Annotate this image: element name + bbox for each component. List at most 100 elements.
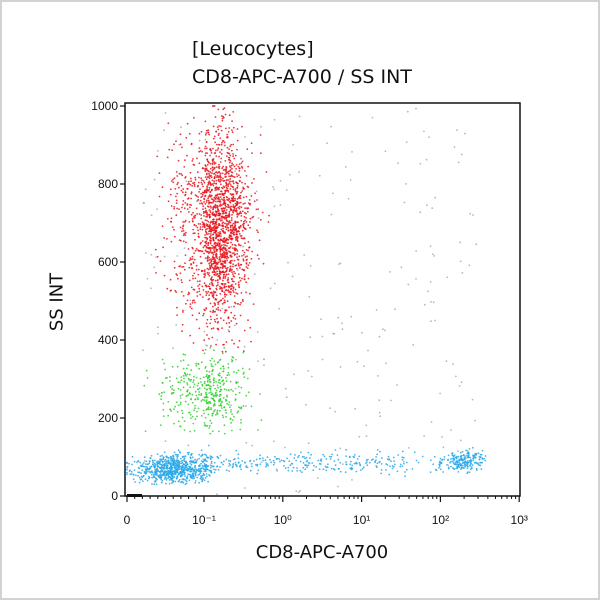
data-point <box>161 382 164 384</box>
data-point <box>183 457 186 459</box>
data-point <box>210 258 212 261</box>
data-point <box>154 248 157 251</box>
data-point <box>210 385 212 388</box>
data-point <box>232 210 234 213</box>
data-point <box>272 463 275 466</box>
data-point <box>216 409 219 412</box>
data-point <box>339 470 342 473</box>
data-point <box>179 226 182 229</box>
data-point <box>228 247 231 250</box>
y-tick-label: 800 <box>98 177 118 191</box>
data-point <box>181 416 184 419</box>
data-point <box>222 279 224 282</box>
data-point <box>249 202 252 205</box>
data-point <box>447 467 450 470</box>
data-point <box>189 183 192 186</box>
data-point <box>208 252 210 255</box>
data-point <box>234 387 237 390</box>
data-point <box>253 200 256 203</box>
data-point <box>234 189 237 192</box>
data-point <box>210 327 213 330</box>
data-point <box>216 339 219 341</box>
data-point <box>205 391 207 394</box>
data-point <box>201 183 204 186</box>
data-point <box>146 468 149 470</box>
data-point <box>189 257 192 260</box>
data-point <box>232 291 235 293</box>
data-point <box>182 240 185 243</box>
data-point <box>165 460 168 462</box>
data-point <box>204 152 207 155</box>
data-point <box>191 401 194 404</box>
data-point <box>241 181 243 184</box>
data-point <box>236 148 238 151</box>
data-point <box>296 467 298 469</box>
data-point <box>248 246 251 249</box>
data-point <box>228 251 231 253</box>
data-point <box>242 196 245 199</box>
data-point <box>146 377 149 379</box>
data-point <box>171 482 173 484</box>
data-point <box>378 335 381 338</box>
data-point <box>191 160 194 162</box>
data-point <box>318 468 321 471</box>
data-point <box>199 199 202 202</box>
data-point <box>190 369 193 372</box>
data-point <box>249 292 251 295</box>
data-point <box>216 493 218 496</box>
data-point <box>214 291 217 294</box>
data-point <box>181 281 183 284</box>
data-point <box>179 465 182 468</box>
data-point <box>209 154 211 157</box>
data-point <box>182 463 185 466</box>
data-point <box>233 231 236 234</box>
data-point <box>280 459 283 462</box>
data-point <box>225 400 228 402</box>
data-point <box>223 460 225 463</box>
data-point <box>213 381 215 384</box>
data-point <box>214 304 216 307</box>
data-point <box>181 323 184 326</box>
data-point <box>371 116 374 119</box>
data-point <box>207 197 210 200</box>
data-point <box>223 424 226 427</box>
data-point <box>316 477 319 479</box>
data-point <box>477 452 480 455</box>
data-point <box>251 250 254 253</box>
data-point <box>259 454 262 457</box>
data-point <box>222 227 225 230</box>
data-point <box>213 471 216 474</box>
data-point <box>234 302 237 305</box>
data-point <box>304 464 307 467</box>
data-point <box>211 465 214 468</box>
data-point <box>143 459 146 462</box>
data-point <box>144 472 147 475</box>
data-point <box>133 469 136 471</box>
data-point <box>154 463 157 466</box>
data-point <box>209 466 212 469</box>
data-point <box>144 430 147 432</box>
data-point <box>479 456 482 459</box>
data-point <box>162 415 165 417</box>
data-point <box>231 131 234 134</box>
data-point <box>130 470 133 473</box>
data-point <box>221 193 224 196</box>
data-point <box>415 107 417 110</box>
data-point <box>236 239 239 242</box>
data-point <box>379 450 381 453</box>
data-point <box>212 398 215 401</box>
data-point <box>243 275 246 278</box>
data-point <box>128 462 130 465</box>
data-point <box>338 263 340 265</box>
data-point <box>234 222 236 225</box>
data-point <box>185 477 188 480</box>
data-point <box>208 392 211 394</box>
data-point <box>391 467 394 470</box>
data-point <box>243 211 246 214</box>
data-point <box>177 181 179 184</box>
data-point <box>156 155 159 158</box>
data-point <box>186 367 188 370</box>
data-point <box>244 219 247 222</box>
data-point <box>213 246 216 249</box>
data-point <box>212 202 214 204</box>
